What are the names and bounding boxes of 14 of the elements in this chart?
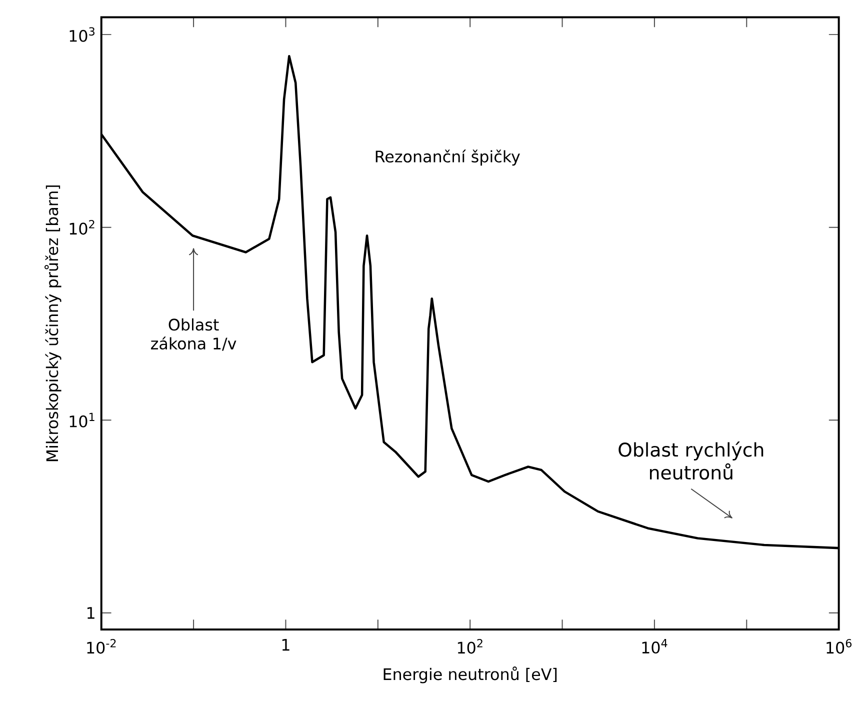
x-axis-title: Energie neutronů [eV] [384, 666, 557, 684]
x-tick-label: 1 [282, 639, 290, 651]
x-tick-label: 10$^{6}$ [826, 639, 852, 654]
y-tick-label: 10$^{1}$ [70, 413, 94, 428]
x-tick-label: 10$^{4}$ [642, 639, 668, 654]
x-tick-label: 10$^{2}$ [458, 639, 482, 654]
x-tick-label: 10$^{-2}$ [87, 639, 116, 654]
y-tick-label: 1 [88, 607, 94, 619]
annotation: Rezonanční špičky [376, 150, 520, 166]
annotation: Oblast rychlých neutronů [618, 442, 764, 480]
annotation: Oblast zákona 1/v [151, 318, 236, 352]
y-tick-label: 10$^{3}$ [70, 27, 94, 42]
y-axis-title: Mikroskopický účinný průřez [barn] [44, 186, 62, 462]
y-tick-label: 10$^{2}$ [70, 220, 94, 235]
